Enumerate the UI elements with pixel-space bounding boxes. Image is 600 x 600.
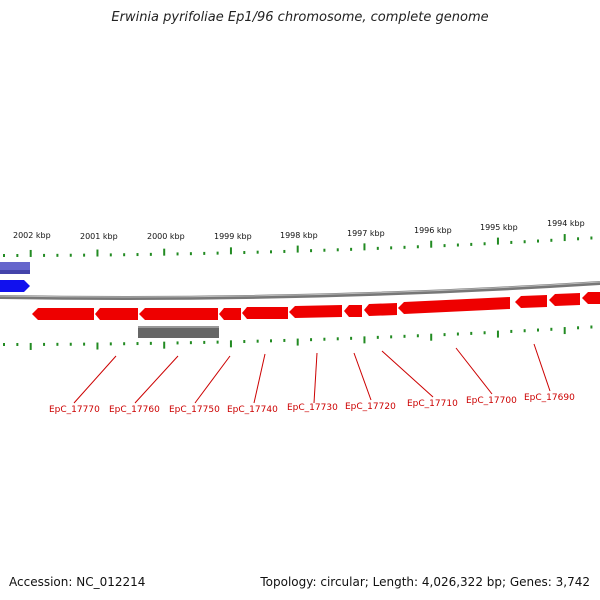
chromosome-backbone-highlight <box>0 281 600 298</box>
gene-arrow <box>549 293 580 306</box>
gene-arrow <box>32 308 94 320</box>
gene-label: EpC_17690 <box>524 393 575 403</box>
genome-summary-text: Topology: circular; Length: 4,026,322 bp… <box>260 575 590 589</box>
leader-line <box>353 352 372 401</box>
grey-feature-highlight <box>138 326 219 328</box>
gene-arrow <box>219 308 241 320</box>
reverse-gene-light-shade <box>0 270 30 274</box>
gene-arrow <box>139 308 218 320</box>
forward-genes <box>32 292 600 320</box>
gene-label: EpC_17750 <box>169 405 220 415</box>
gene-label: EpC_17760 <box>109 405 160 415</box>
kbp-label: 2002 kbp <box>13 231 51 240</box>
kbp-label: 1995 kbp <box>480 223 518 232</box>
kbp-label: 1997 kbp <box>347 229 385 238</box>
leader-line <box>134 355 179 404</box>
kbp-label: 2000 kbp <box>147 232 185 241</box>
upper-ruler <box>3 234 593 257</box>
gene-label: EpC_17720 <box>345 402 396 412</box>
accession-text: Accession: NC_012214 <box>9 575 146 589</box>
grey-feature <box>138 326 219 338</box>
gene-label: EpC_17700 <box>466 396 517 406</box>
reverse-gene-arrow <box>0 280 30 292</box>
gene-arrow <box>398 297 510 314</box>
label-leaders <box>73 343 551 404</box>
chromosome-backbone <box>0 281 600 301</box>
leader-line <box>455 347 493 395</box>
lower-ruler <box>3 325 593 350</box>
kbp-label: 1998 kbp <box>280 231 318 240</box>
kbp-label: 1994 kbp <box>547 219 585 228</box>
leader-line <box>533 343 551 392</box>
leader-line <box>313 352 318 404</box>
leader-line <box>73 355 117 404</box>
leader-line <box>253 353 266 404</box>
gene-arrow <box>515 295 547 308</box>
kbp-label: 1996 kbp <box>414 226 452 235</box>
gene-arrow <box>364 303 397 316</box>
kbp-label: 1999 kbp <box>214 232 252 241</box>
gene-label: EpC_17710 <box>407 399 458 409</box>
gene-arrow <box>582 292 600 304</box>
kbp-label: 2001 kbp <box>80 232 118 241</box>
map-title: Erwinia pyrifoliae Ep1/96 chromosome, co… <box>111 10 489 25</box>
gene-label: EpC_17740 <box>227 405 278 415</box>
gene-arrow <box>242 307 288 319</box>
gene-arrow <box>289 305 342 318</box>
gene-label: EpC_17770 <box>49 405 100 415</box>
gene-label: EpC_17730 <box>287 403 338 413</box>
leader-line <box>194 355 231 404</box>
gene-arrow <box>344 305 362 317</box>
leader-line <box>381 350 434 398</box>
gene-arrow <box>95 308 138 320</box>
